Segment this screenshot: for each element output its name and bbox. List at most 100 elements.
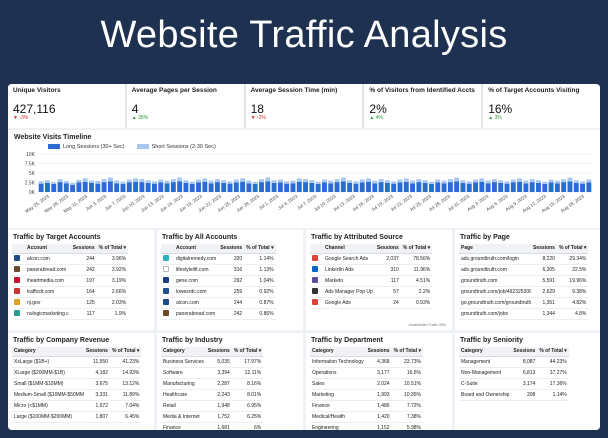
table-row[interactable]: XxLarge ($1B+) 11,550 41.23% [12, 356, 142, 368]
bar-long-sessions[interactable] [240, 181, 246, 192]
bar-long-sessions[interactable] [107, 181, 113, 192]
bar-short-sessions[interactable] [328, 180, 334, 184]
bar-long-sessions[interactable] [567, 181, 573, 192]
bar-long-sessions[interactable] [221, 182, 227, 192]
bar-long-sessions[interactable] [101, 182, 107, 192]
bar-long-sessions[interactable] [466, 183, 472, 192]
bar-short-sessions[interactable] [303, 179, 309, 183]
bar-long-sessions[interactable] [170, 182, 176, 192]
header-sessions[interactable]: Sessions [84, 347, 110, 357]
bar-long-sessions[interactable] [309, 182, 315, 192]
bar-long-sessions[interactable] [410, 183, 416, 192]
table-row[interactable]: nulogicmarketing.c 117 1.9% [12, 308, 129, 320]
bar-short-sessions[interactable] [126, 179, 132, 183]
bar-long-sessions[interactable] [120, 184, 126, 192]
bar-short-sessions[interactable] [101, 179, 107, 183]
bar-long-sessions[interactable] [89, 182, 94, 192]
bar-long-sessions[interactable] [152, 183, 157, 192]
bar-short-sessions[interactable] [410, 180, 416, 184]
bar-short-sessions[interactable] [246, 180, 252, 184]
table-row[interactable]: Information Technology 4,368 23.73% [310, 356, 423, 368]
header-name[interactable]: Category [12, 347, 84, 357]
bar-long-sessions[interactable] [51, 184, 57, 192]
table-row[interactable]: Media & Internet 1,752 6.25% [161, 411, 264, 423]
table-row[interactable]: Board and Ownership 208 1.14% [459, 389, 569, 401]
bar-long-sessions[interactable] [485, 183, 491, 192]
table-row[interactable]: Marketo 117 4.51% [310, 275, 433, 287]
table-row[interactable]: Engineering 1,152 5.98% [310, 422, 423, 430]
bar-long-sessions[interactable] [321, 182, 327, 193]
bar-long-sessions[interactable] [366, 181, 371, 192]
table-row[interactable]: Ads Manager Pop Up 57 2.2% [310, 286, 433, 298]
bar-short-sessions[interactable] [133, 178, 139, 182]
bar-short-sessions[interactable] [76, 179, 82, 183]
header-name[interactable]: Channel [323, 244, 375, 254]
table-row[interactable]: Healthcare 2,243 8.01% [161, 389, 264, 401]
table-row[interactable]: groundtruth.com/jobs 1,344 4.8% [459, 308, 589, 320]
table-row[interactable]: LinkedIn Ads 310 11.96% [310, 264, 433, 276]
table-row[interactable]: trafficdr.com 164 2.66% [12, 286, 129, 298]
bar-long-sessions[interactable] [397, 182, 403, 193]
header-pct[interactable]: % of Total ▾ [537, 347, 569, 357]
table-row[interactable]: C-Suite 3,174 17.36% [459, 378, 569, 390]
table-row[interactable]: Management 8,087 44.23% [459, 356, 569, 368]
header-name[interactable]: Category [310, 347, 366, 357]
bar-long-sessions[interactable] [586, 182, 592, 193]
bar-short-sessions[interactable] [523, 180, 529, 184]
bar-short-sessions[interactable] [479, 178, 485, 182]
bar-short-sessions[interactable] [567, 177, 573, 182]
bar-long-sessions[interactable] [353, 183, 359, 192]
bar-long-sessions[interactable] [290, 183, 296, 192]
bar-long-sessions[interactable] [189, 184, 195, 192]
bar-short-sessions[interactable] [296, 178, 302, 182]
bar-short-sessions[interactable] [265, 177, 271, 182]
bar-long-sessions[interactable] [114, 183, 120, 192]
bar-short-sessions[interactable] [252, 181, 258, 185]
table-row[interactable]: ads.groundtruth.com 6,305 22.5% [459, 264, 589, 276]
bar-short-sessions[interactable] [359, 179, 365, 183]
bar-long-sessions[interactable] [214, 182, 220, 192]
bar-long-sessions[interactable] [403, 181, 409, 192]
bar-short-sessions[interactable] [44, 180, 50, 183]
bar-short-sessions[interactable] [441, 180, 447, 184]
bar-short-sessions[interactable] [183, 180, 189, 183]
bar-long-sessions[interactable] [529, 182, 535, 192]
table-row[interactable]: Medium-Small ($10MM-$50MM) 3,331 11.89% [12, 389, 142, 401]
bar-short-sessions[interactable] [397, 179, 403, 183]
table-row[interactable]: panerabread.com 242 3.92% [12, 264, 129, 276]
bar-short-sessions[interactable] [334, 179, 340, 183]
bar-short-sessions[interactable] [158, 179, 164, 183]
bar-long-sessions[interactable] [561, 182, 567, 192]
bar-short-sessions[interactable] [384, 180, 390, 183]
bar-long-sessions[interactable] [391, 183, 397, 192]
bar-long-sessions[interactable] [460, 182, 466, 192]
bar-short-sessions[interactable] [214, 179, 220, 183]
bar-long-sessions[interactable] [536, 182, 541, 192]
bar-short-sessions[interactable] [548, 179, 554, 183]
bar-short-sessions[interactable] [277, 179, 283, 183]
bar-short-sessions[interactable] [542, 181, 548, 185]
bar-short-sessions[interactable] [422, 180, 428, 183]
bar-short-sessions[interactable] [164, 180, 170, 184]
table-row[interactable]: lifestylelift.com 316 1.13% [161, 264, 276, 276]
bar-short-sessions[interactable] [460, 180, 466, 183]
bar-long-sessions[interactable] [441, 183, 447, 192]
bar-long-sessions[interactable] [259, 182, 264, 192]
bar-long-sessions[interactable] [447, 182, 453, 192]
bar-short-sessions[interactable] [510, 179, 516, 183]
bar-long-sessions[interactable] [328, 183, 334, 192]
bar-short-sessions[interactable] [517, 178, 523, 182]
header-pct[interactable]: % of Total ▾ [244, 244, 276, 254]
bar-long-sessions[interactable] [454, 181, 460, 192]
bar-long-sessions[interactable] [422, 182, 428, 192]
bar-short-sessions[interactable] [82, 178, 88, 182]
bar-long-sessions[interactable] [334, 182, 340, 192]
table-row[interactable]: alcon.com 244 3.96% [12, 253, 129, 265]
bar-short-sessions[interactable] [170, 179, 176, 183]
bar-short-sessions[interactable] [429, 181, 434, 185]
bar-short-sessions[interactable] [240, 178, 246, 182]
bar-short-sessions[interactable] [435, 179, 441, 183]
header-name[interactable]: Account [25, 244, 71, 254]
bar-long-sessions[interactable] [246, 183, 252, 192]
bar-short-sessions[interactable] [227, 181, 233, 184]
